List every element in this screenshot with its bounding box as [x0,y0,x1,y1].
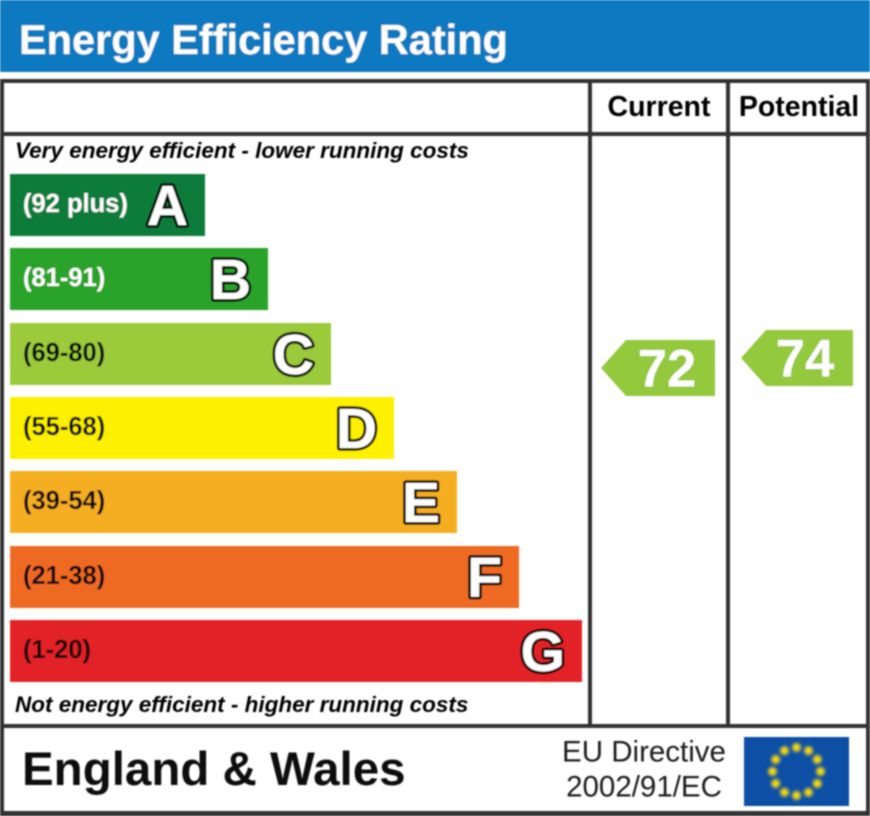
svg-text:EU Directive: EU Directive [562,736,726,769]
svg-text:Current: Current [608,91,711,123]
svg-text:(81-91): (81-91) [23,264,105,292]
svg-text:(55-68): (55-68) [23,413,105,441]
svg-text:A: A [147,174,188,238]
svg-text:72: 72 [638,340,696,399]
svg-text:Potential: Potential [739,91,859,123]
svg-text:F: F [467,546,502,610]
svg-text:G: G [521,620,565,684]
svg-text:(1-20): (1-20) [23,636,91,664]
svg-text:(39-54): (39-54) [23,487,105,515]
svg-text:74: 74 [776,330,834,389]
svg-text:B: B [210,248,251,312]
svg-text:(92 plus): (92 plus) [23,190,128,218]
svg-text:D: D [336,397,377,461]
svg-text:2002/91/EC: 2002/91/EC [566,771,722,804]
svg-text:(69-80): (69-80) [23,339,105,367]
svg-text:Energy Efficiency Rating: Energy Efficiency Rating [19,16,508,63]
svg-text:Not energy efficient - higher: Not energy efficient - higher running co… [15,692,468,717]
svg-text:C: C [273,323,314,387]
svg-text:(21-38): (21-38) [23,562,105,590]
svg-text:E: E [402,471,440,535]
svg-text:England & Wales: England & Wales [22,743,406,796]
svg-text:Very energy efficient - lower: Very energy efficient - lower running co… [15,138,469,163]
